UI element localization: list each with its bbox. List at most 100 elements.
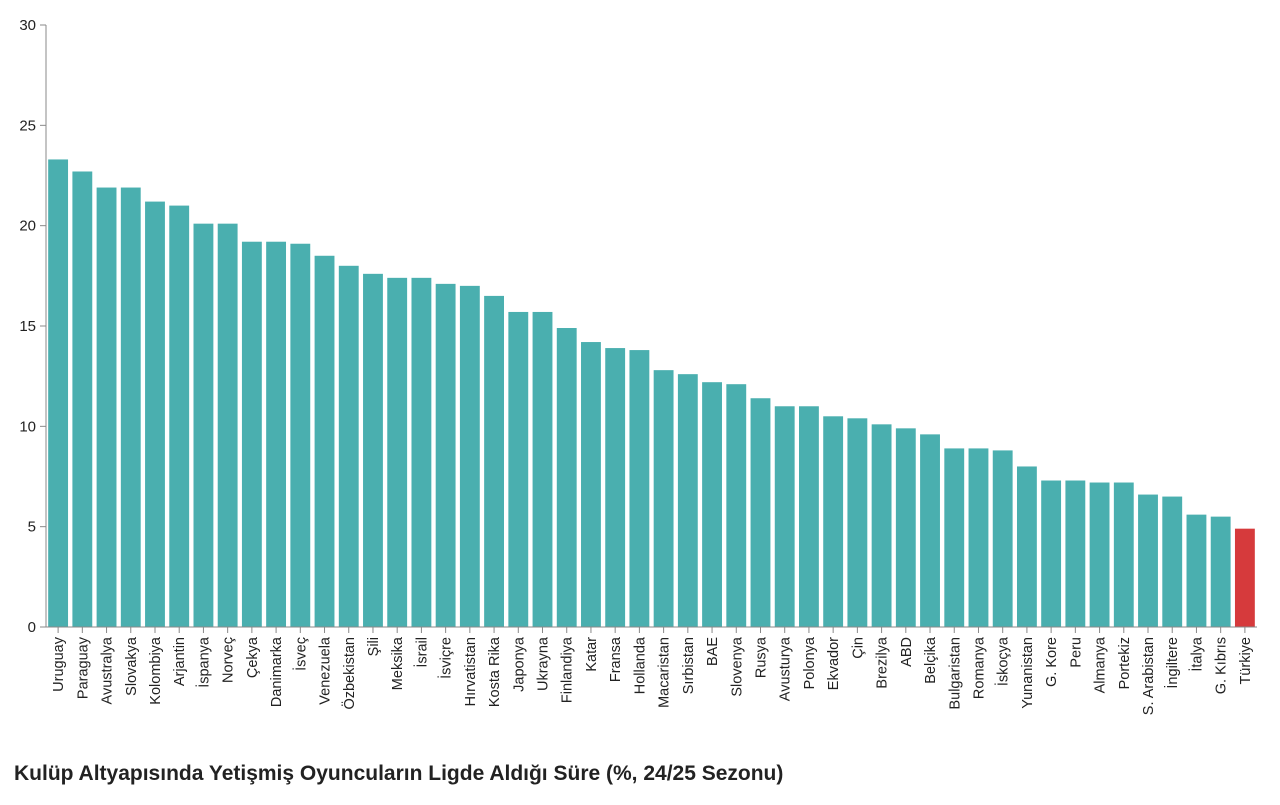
y-tick-label: 25	[19, 117, 36, 134]
x-tick-label: Avusturya	[778, 636, 794, 701]
bar	[290, 243, 311, 628]
x-tick-label: Özbekistan	[340, 637, 358, 710]
x-tick-label: Belçika	[923, 636, 939, 684]
x-tick-label: Finlandiya	[560, 636, 576, 703]
x-tick-label: Venezuela	[318, 636, 334, 705]
x-tick-label: İtalya	[1187, 636, 1205, 672]
bar	[799, 406, 819, 627]
bar	[459, 285, 480, 627]
x-tick-label: Çin	[850, 637, 866, 659]
x-axis: Uruguay Paraguay Avustralya Slovakya Kolombi…	[46, 626, 1257, 715]
bar	[217, 223, 238, 627]
y-tick-label: 5	[28, 519, 36, 536]
x-tick-label: Japonya	[511, 636, 527, 692]
x-tick-label: İspanya	[194, 636, 212, 688]
x-tick-label: İsrail	[412, 637, 430, 668]
bar	[1016, 466, 1037, 627]
bar	[484, 295, 504, 627]
x-tick-label: Çekya	[245, 636, 261, 678]
x-tick-label: Slovakya	[124, 636, 140, 696]
y-tick-label: 0	[28, 619, 36, 636]
x-tick-label: Slovenya	[729, 636, 745, 697]
bar	[871, 424, 892, 627]
bar	[363, 273, 383, 627]
bar	[895, 428, 916, 627]
x-tick-label: Ekvador	[826, 637, 842, 690]
x-tick-label: Kosta Rika	[487, 636, 503, 707]
x-tick-label: G. Kıbrıs	[1214, 637, 1230, 694]
bar	[556, 328, 577, 627]
x-tick-label: BAE	[705, 637, 721, 666]
bar	[920, 434, 940, 627]
bar	[169, 205, 190, 627]
x-tick-label: Almanya	[1093, 636, 1109, 693]
bar	[48, 159, 69, 627]
bar	[1041, 480, 1062, 627]
bar	[847, 418, 868, 627]
bar	[96, 187, 117, 628]
x-tick-label: Peru	[1068, 637, 1084, 668]
bar	[750, 398, 771, 627]
x-tick-label: Portekiz	[1117, 637, 1133, 689]
x-tick-label: Polonya	[802, 636, 818, 689]
bar	[1234, 528, 1255, 627]
x-tick-label: Şili	[366, 637, 382, 656]
bar	[1089, 482, 1110, 627]
bar	[677, 374, 698, 627]
bar	[944, 448, 965, 627]
x-tick-label: Norveç	[221, 637, 237, 683]
x-tick-label: Kolombiya	[148, 636, 164, 705]
bar	[72, 171, 93, 628]
bar	[193, 223, 214, 627]
x-tick-label: Yunanistan	[1020, 637, 1036, 709]
bar	[1162, 496, 1183, 627]
bar	[968, 448, 989, 627]
x-tick-label: Macaristan	[657, 637, 673, 708]
bar	[774, 406, 795, 627]
x-tick-label: Fransa	[608, 636, 624, 682]
bar	[314, 255, 335, 627]
x-tick-label: Katar	[584, 637, 600, 672]
bar	[411, 277, 432, 627]
x-tick-label: Hırvatistan	[463, 637, 479, 706]
bar	[532, 311, 553, 627]
y-tick-label: 10	[19, 418, 36, 435]
bar	[1113, 482, 1134, 627]
x-tick-label: Danimarka	[269, 636, 285, 707]
bar	[435, 283, 456, 627]
bar	[992, 450, 1013, 627]
bar	[1138, 494, 1158, 627]
bar	[1210, 516, 1231, 627]
x-tick-label: Rusya	[753, 636, 769, 678]
bar	[145, 201, 165, 627]
bar	[508, 311, 529, 627]
x-tick-label: Türkiye	[1238, 637, 1254, 685]
x-tick-label: İsviçre	[437, 637, 455, 679]
bar	[629, 350, 650, 627]
bar	[120, 187, 141, 628]
bars	[48, 159, 1255, 628]
x-tick-label: Sırbistan	[681, 637, 697, 694]
bar	[1186, 514, 1207, 627]
bar	[726, 384, 747, 627]
y-tick-label: 15	[19, 318, 36, 335]
x-tick-label: G. Kore	[1044, 637, 1060, 687]
bar	[653, 370, 674, 627]
bar	[241, 241, 262, 627]
x-tick-label: Paraguay	[75, 636, 91, 699]
bar	[605, 348, 626, 627]
x-tick-label: İskoçya	[994, 636, 1012, 686]
x-tick-label: Arjantin	[172, 637, 188, 686]
bar	[823, 416, 844, 627]
bar-chart: 0 5 10 15 20 25 30 Uruguay Paraguay Avustralya Sl…	[19, 17, 1257, 715]
x-tick-label: Hollanda	[632, 636, 648, 694]
x-tick-label: İsveç	[291, 637, 309, 671]
bar	[387, 277, 408, 627]
bar	[266, 241, 287, 627]
x-tick-label: Ukrayna	[536, 636, 552, 691]
bar	[1065, 480, 1086, 627]
bar	[338, 265, 359, 627]
x-tick-label: Brezilya	[875, 636, 891, 689]
bar	[581, 342, 601, 627]
x-tick-label: S. Arabistan	[1141, 637, 1157, 715]
